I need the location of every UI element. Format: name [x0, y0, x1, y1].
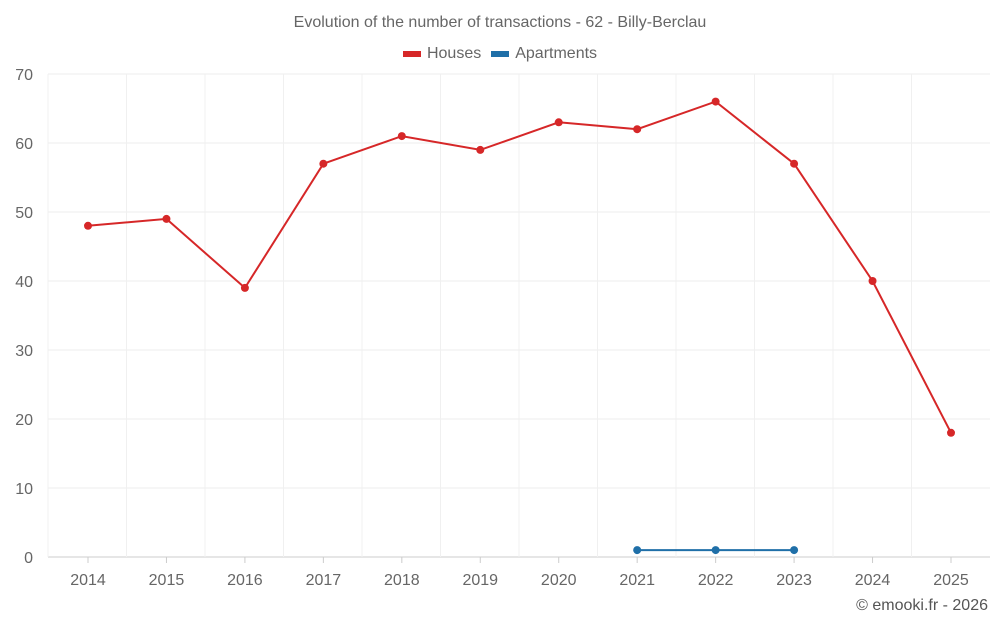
- legend: Houses Apartments: [0, 45, 1000, 63]
- x-tick-label: 2019: [462, 572, 498, 589]
- x-tick-label: 2020: [541, 572, 577, 589]
- data-point-houses: [868, 277, 877, 285]
- legend-item-houses[interactable]: Houses: [402, 45, 482, 63]
- legend-item-apartments[interactable]: Apartments: [491, 45, 597, 63]
- data-point-apartments: [633, 546, 642, 555]
- data-point-houses: [397, 132, 406, 141]
- credit: © emooki.fr - 2026: [856, 597, 988, 614]
- data-point-houses: [947, 428, 955, 437]
- x-tick-label: 2021: [619, 572, 655, 589]
- legend-swatch-houses: [402, 51, 421, 57]
- data-point-houses: [711, 97, 720, 106]
- data-point-houses: [240, 283, 249, 292]
- x-tick-label: 2024: [855, 572, 891, 589]
- data-point-houses: [84, 221, 92, 230]
- x-tick-label: 2016: [227, 572, 263, 589]
- data-point-apartments: [711, 546, 720, 555]
- y-tick-label: 30: [15, 343, 33, 360]
- y-tick-label: 70: [15, 67, 33, 84]
- series-line-houses: [87, 100, 952, 434]
- data-point-houses: [162, 214, 171, 223]
- x-tick-label: 2022: [698, 572, 734, 589]
- legend-label-houses: Houses: [426, 45, 482, 62]
- x-tick-label: 2025: [933, 572, 969, 589]
- chart-title: Evolution of the number of transactions …: [293, 14, 707, 31]
- data-point-houses: [790, 159, 799, 168]
- x-tick-label: 2023: [776, 572, 812, 589]
- x-tick-label: 2018: [384, 572, 420, 589]
- x-tick-label: 2014: [70, 572, 106, 589]
- y-tick-label: 10: [15, 481, 33, 498]
- data-point-houses: [633, 125, 642, 134]
- data-point-houses: [476, 145, 485, 154]
- legend-swatch-apartments: [491, 51, 510, 57]
- y-tick-label: 60: [15, 136, 33, 153]
- y-tick-label: 40: [15, 274, 33, 291]
- x-tick-label: 2015: [149, 572, 185, 589]
- y-tick-label: 20: [15, 412, 33, 429]
- data-point-houses: [319, 159, 328, 168]
- data-point-apartments: [790, 546, 799, 555]
- legend-label-apartments: Apartments: [515, 45, 598, 62]
- x-tick-label: 2017: [306, 572, 342, 589]
- y-tick-label: 50: [15, 205, 33, 222]
- y-tick-label: 0: [24, 550, 33, 567]
- data-point-houses: [554, 118, 563, 127]
